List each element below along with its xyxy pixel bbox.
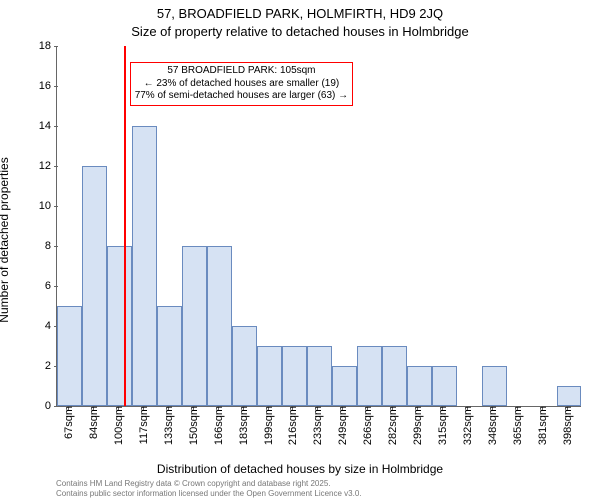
y-axis-tick: 2: [45, 360, 57, 372]
x-axis-tick-label: 133sqm: [161, 406, 175, 445]
histogram-bar: [407, 366, 432, 406]
x-axis-tick-label: 183sqm: [236, 406, 250, 445]
annotation-line-2: ← 23% of detached houses are smaller (19…: [135, 78, 348, 91]
footer-line-2: Contains public sector information licen…: [56, 489, 362, 498]
y-axis-tick: 14: [39, 120, 57, 132]
annotation-line-1: 57 BROADFIELD PARK: 105sqm: [135, 65, 348, 78]
y-axis-tick: 4: [45, 320, 57, 332]
histogram-bar: [82, 166, 107, 406]
y-axis-tick: 6: [45, 280, 57, 292]
y-axis-tick: 10: [39, 200, 57, 212]
chart-title-line2: Size of property relative to detached ho…: [0, 24, 600, 39]
histogram-bar: [182, 246, 207, 406]
y-axis-tick: 0: [45, 400, 57, 412]
histogram-bar: [432, 366, 457, 406]
histogram-bar: [282, 346, 307, 406]
y-axis-tick: 8: [45, 240, 57, 252]
histogram-bar: [357, 346, 382, 406]
histogram-bar: [57, 306, 82, 406]
histogram-plot-area: 02468101214161867sqm84sqm100sqm117sqm133…: [56, 46, 581, 407]
histogram-bar: [107, 246, 132, 406]
x-axis-tick-label: 117sqm: [136, 406, 150, 444]
x-axis-tick-label: 332sqm: [460, 406, 474, 445]
x-axis-tick-label: 365sqm: [510, 406, 524, 445]
x-axis-tick-label: 398sqm: [560, 406, 574, 445]
histogram-bar: [332, 366, 357, 406]
x-axis-tick-label: 199sqm: [261, 406, 275, 445]
y-axis-tick: 12: [39, 160, 57, 172]
x-axis-tick-label: 100sqm: [111, 406, 125, 445]
histogram-bar: [257, 346, 282, 406]
histogram-bar: [232, 326, 257, 406]
histogram-bar: [557, 386, 581, 406]
histogram-bar: [482, 366, 507, 406]
x-axis-tick-label: 233sqm: [310, 406, 324, 445]
property-marker-line: [124, 46, 126, 406]
annotation-box: 57 BROADFIELD PARK: 105sqm← 23% of detac…: [130, 62, 353, 106]
x-axis-tick-label: 216sqm: [285, 406, 299, 445]
y-axis-tick: 16: [39, 80, 57, 92]
x-axis-tick-label: 249sqm: [335, 406, 349, 445]
histogram-bar: [307, 346, 332, 406]
x-axis-tick-label: 67sqm: [61, 406, 75, 439]
x-axis-tick-label: 150sqm: [186, 406, 200, 445]
x-axis-tick-label: 266sqm: [360, 406, 374, 445]
annotation-line-3: 77% of semi-detached houses are larger (…: [135, 90, 348, 103]
footer-line-1: Contains HM Land Registry data © Crown c…: [56, 479, 331, 488]
x-axis-tick-label: 348sqm: [485, 406, 499, 445]
x-axis-tick-label: 315sqm: [435, 406, 449, 445]
histogram-bar: [157, 306, 182, 406]
y-axis-tick: 18: [39, 40, 57, 52]
y-axis-label: Number of detached properties: [0, 157, 11, 322]
x-axis-tick-label: 282sqm: [385, 406, 399, 445]
x-axis-tick-label: 381sqm: [535, 406, 549, 445]
x-axis-tick-label: 166sqm: [211, 406, 225, 445]
x-axis-label: Distribution of detached houses by size …: [0, 462, 600, 476]
x-axis-tick-label: 299sqm: [410, 406, 424, 445]
histogram-bar: [132, 126, 157, 406]
histogram-bar: [382, 346, 407, 406]
histogram-bar: [207, 246, 232, 406]
x-axis-tick-label: 84sqm: [86, 406, 100, 439]
chart-title-line1: 57, BROADFIELD PARK, HOLMFIRTH, HD9 2JQ: [0, 6, 600, 21]
